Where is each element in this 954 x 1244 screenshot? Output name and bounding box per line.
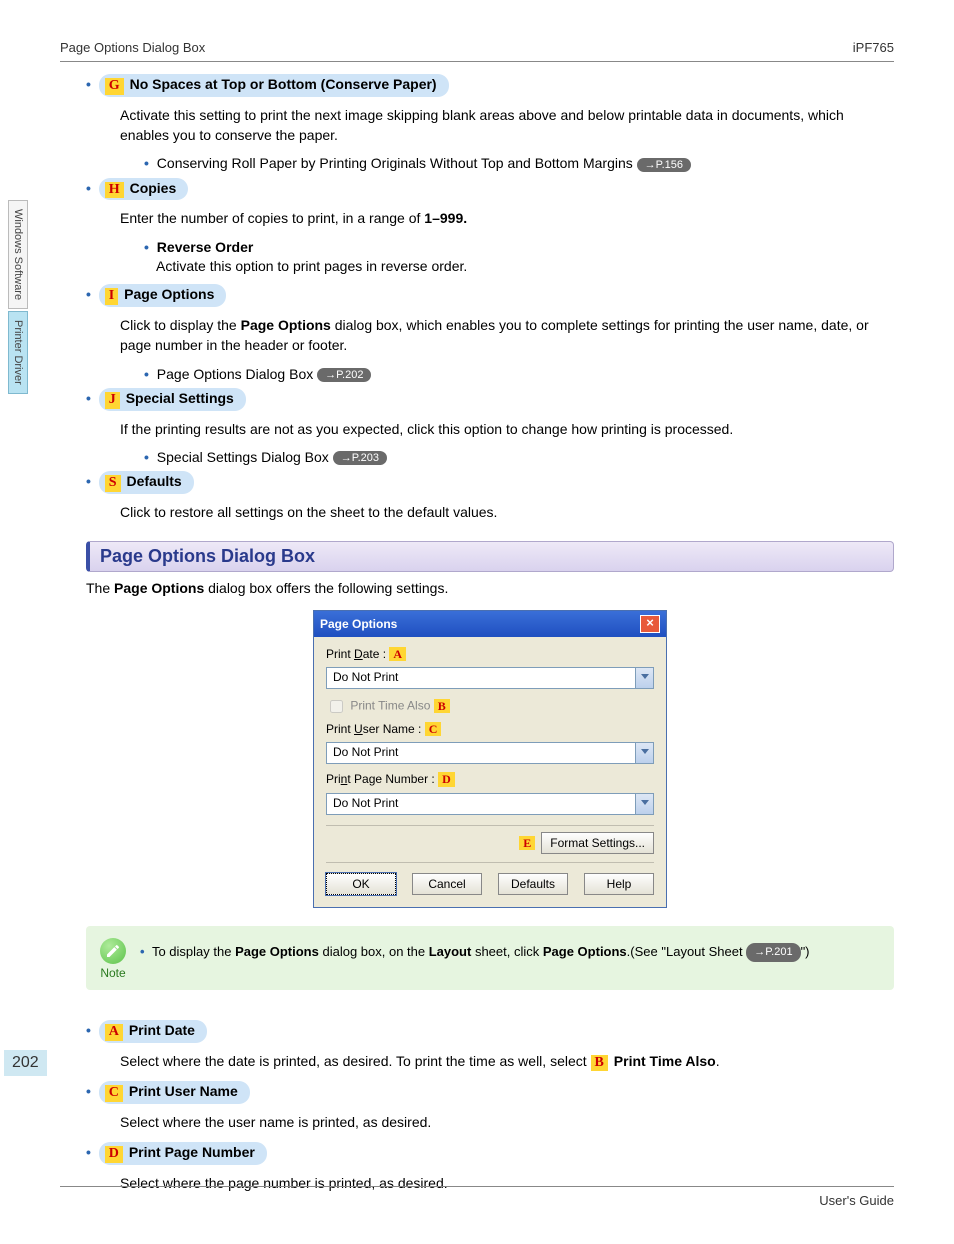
item-i-body: Click to display the Page Options dialog… [120,315,894,356]
letter-i: I [105,288,118,305]
page-header: Page Options Dialog Box iPF765 [60,40,894,62]
item-g-body: Activate this setting to print the next … [120,105,894,146]
item-g-link-row: • Conserving Roll Paper by Printing Orig… [144,155,894,171]
bullet-icon: • [144,449,149,465]
marker-a: A [389,647,406,661]
print-user-label: Print User Name : [326,722,421,736]
marker-d: D [438,772,455,786]
letter-c: C [105,1085,123,1102]
chevron-down-icon [641,749,649,754]
item-g-link[interactable]: Conserving Roll Paper by Printing Origin… [157,155,633,171]
dialog-titlebar: Page Options × [314,611,666,637]
chevron-down-icon [641,674,649,679]
letter-s: S [105,475,121,492]
bullet-icon: • [144,239,149,255]
side-tab-printer-driver[interactable]: Printer Driver [8,311,28,394]
bullet-icon: • [144,366,149,382]
item-h-title: Copies [130,180,177,196]
help-button[interactable]: Help [584,873,654,895]
print-pagenum-label: Print Page Number : [326,772,435,786]
print-date-label: Print Date : [326,647,386,661]
section-title: Page Options Dialog Box [86,541,894,572]
cancel-button[interactable]: Cancel [412,873,482,895]
letter-j: J [105,392,120,409]
marker-e: E [519,836,535,850]
marker-b-inline: B [591,1055,608,1072]
letter-a: A [105,1024,123,1041]
item-s-body: Click to restore all settings on the she… [120,502,894,522]
item-j-link-row: • Special Settings Dialog Box →P.203 [144,449,894,465]
item-d-title: Print Page Number [129,1144,255,1160]
item-a: • A Print Date [86,1020,894,1047]
print-time-label: Print Time Also [350,699,430,713]
item-c-title: Print User Name [129,1083,238,1099]
header-right: iPF765 [853,40,894,55]
print-pagenum-select[interactable]: Do Not Print [326,793,654,815]
bullet-icon: • [86,473,91,489]
page-number: 202 [4,1050,47,1076]
bullet-icon: • [86,180,91,196]
bullet-icon: • [86,76,91,92]
item-d: • D Print Page Number [86,1142,894,1169]
chevron-down-icon [641,800,649,805]
item-j-title: Special Settings [126,390,234,406]
print-time-checkbox[interactable] [330,700,343,713]
defaults-button[interactable]: Defaults [498,873,568,895]
bullet-icon: • [144,155,149,171]
page-options-dialog: Page Options × Print Date : A Do Not Pri… [313,610,667,908]
note-box: Note • To display the Page Options dialo… [86,926,894,990]
bullet-icon: • [86,286,91,302]
letter-g: G [105,78,124,95]
item-j: • J Special Settings [86,388,894,415]
item-a-title: Print Date [129,1022,195,1038]
print-user-select[interactable]: Do Not Print [326,742,654,764]
marker-b: B [434,699,450,713]
bullet-icon: • [140,944,145,959]
item-h-body: Enter the number of copies to print, in … [120,208,894,228]
note-label: Note [100,966,126,980]
format-settings-button[interactable]: Format Settings... [541,832,654,854]
item-i-link[interactable]: Page Options Dialog Box [157,366,313,382]
item-c-body: Select where the user name is printed, a… [120,1112,894,1132]
item-g-title: No Spaces at Top or Bottom (Conserve Pap… [130,76,437,92]
bullet-icon: • [86,1022,91,1038]
item-h: • H Copies [86,178,894,205]
header-left: Page Options Dialog Box [60,40,205,55]
side-tab-software[interactable]: Windows Software [8,200,28,309]
item-j-body: If the printing results are not as you e… [120,419,894,439]
footer: User's Guide [60,1186,894,1208]
item-g: • G No Spaces at Top or Bottom (Conserve… [86,74,894,101]
print-date-select[interactable]: Do Not Print [326,667,654,689]
bullet-icon: • [86,390,91,406]
item-a-body: Select where the date is printed, as des… [120,1051,894,1072]
bullet-icon: • [86,1144,91,1160]
page-ref-203[interactable]: →P.203 [333,451,387,465]
item-s-title: Defaults [126,473,181,489]
item-h-sub: • Reverse Order [144,239,894,255]
marker-c: C [425,722,442,736]
letter-d: D [105,1146,123,1163]
item-i-title: Page Options [124,286,214,302]
item-s: • S Defaults [86,471,894,498]
ok-button[interactable]: OK [326,873,396,895]
dialog-title: Page Options [320,617,397,631]
item-i: • I Page Options [86,284,894,311]
reverse-order-body: Activate this option to print pages in r… [156,257,894,277]
close-icon[interactable]: × [640,615,660,633]
item-c: • C Print User Name [86,1081,894,1108]
page-ref-202[interactable]: →P.202 [317,368,371,382]
layout-sheet-link[interactable]: Layout Sheet [666,944,743,959]
bullet-icon: • [86,1083,91,1099]
reverse-order-title: Reverse Order [157,239,254,255]
page-ref-201[interactable]: →P.201 [746,943,800,962]
intro-line: The Page Options dialog box offers the f… [86,580,894,596]
item-i-link-row: • Page Options Dialog Box →P.202 [144,366,894,382]
letter-h: H [105,182,124,199]
side-tabs: Windows Software Printer Driver [8,200,40,396]
note-icon [100,938,126,964]
page-ref-156[interactable]: →P.156 [637,158,691,172]
note-text: • To display the Page Options dialog box… [140,942,810,962]
item-j-link[interactable]: Special Settings Dialog Box [157,449,329,465]
